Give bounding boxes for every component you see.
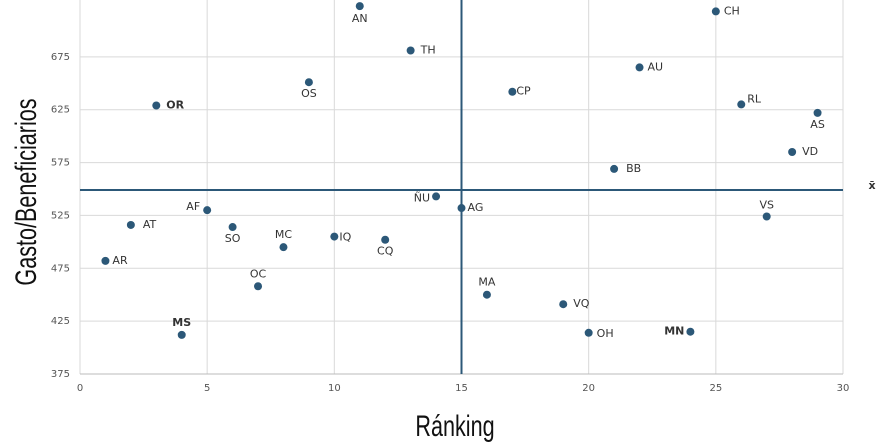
point [152,101,161,110]
point [610,164,619,173]
point [686,327,695,336]
point [432,192,441,201]
y-axis-title: Gasto/Beneficiarios [8,98,42,285]
point [279,243,288,252]
point [254,282,263,291]
point-label: AN [352,12,368,25]
y-tick-label: 525 [51,210,70,221]
y-tick-label: 475 [51,263,70,274]
point-label: IQ [339,231,351,244]
point [330,232,339,241]
point-label: AU [648,60,664,73]
point [381,235,390,244]
point [203,206,212,215]
point-label: MC [275,228,292,241]
point-label: OR [166,98,184,111]
x-axis-title: Ránking [415,408,494,442]
point-label: AT [143,218,157,231]
y-tick-label: 375 [51,369,70,380]
y-tick-label: 575 [51,158,70,169]
point-label: OH [597,327,614,340]
point [762,212,771,221]
point-label: CH [724,4,740,17]
point [813,108,822,117]
point [635,63,644,72]
point-label: SO [225,232,241,245]
point-label: VS [759,198,774,211]
x-tick-label: 25 [709,383,722,394]
x-tick-label: 30 [837,383,850,394]
point [228,223,237,232]
point [711,7,720,16]
point-label: TH [420,44,436,57]
mean-label: x̄ [868,179,875,192]
x-tick-label: 10 [328,383,341,394]
y-tick-label: 675 [51,52,70,63]
point-label: AR [112,254,128,267]
point [508,87,517,96]
point-label: ÑU [414,191,430,204]
y-tick-label: 425 [51,316,70,327]
x-tick-label: 20 [582,383,595,394]
x-tick-label: 15 [455,383,468,394]
y-tick-label: 625 [51,105,70,116]
point-label: AG [468,201,484,214]
point [304,78,313,87]
x-tick-label: 0 [77,383,83,394]
point [737,100,746,109]
point [406,46,415,55]
point-label: OC [250,267,267,280]
point [482,290,491,299]
point-label: BB [626,162,641,175]
point [126,220,135,229]
point [788,148,797,156]
point [457,204,466,213]
point-label: RL [747,92,762,105]
point-label: AF [186,200,200,213]
point-label: CP [516,85,531,98]
point-label: MN [664,325,684,338]
point-label: AS [810,118,825,131]
point [101,256,110,265]
point [177,330,186,339]
point-label: OS [301,87,317,100]
point-label: MA [478,276,495,289]
x-tick-label: 5 [204,383,210,394]
point [584,328,593,337]
point-label: VQ [573,297,590,310]
point-label: MS [172,316,191,329]
point [559,300,568,309]
point-label: VD [802,145,818,158]
point-label: CQ [377,245,394,258]
point [355,2,364,11]
